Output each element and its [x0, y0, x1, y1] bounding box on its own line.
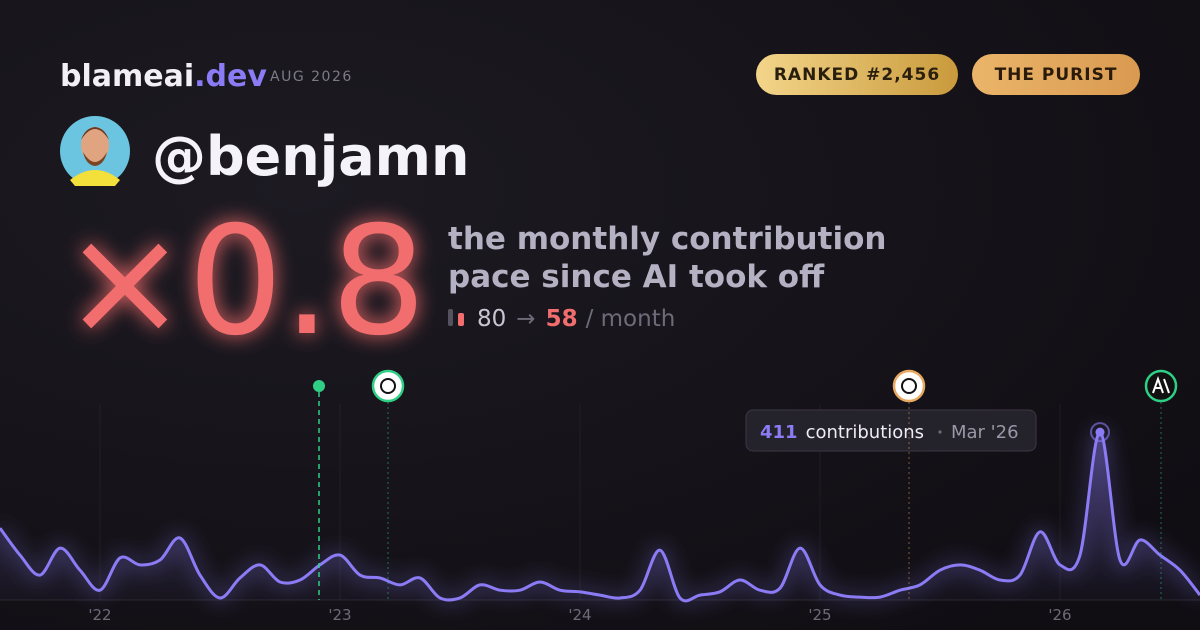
x-tick-label: '24 [568, 606, 591, 624]
style-badge [972, 54, 1140, 95]
brand-name: blameai [60, 59, 194, 94]
multiplier: ×0.8 [62, 195, 426, 369]
style-text: THE PURIST [995, 65, 1118, 85]
period: AUG 2026 [270, 69, 353, 85]
events [313, 369, 1178, 600]
tooltip-date: Mar '26 [951, 422, 1019, 443]
openai-icon [892, 369, 926, 403]
tooltip-value: 411 [760, 422, 798, 443]
brand: blameai.dev [60, 59, 267, 94]
event-dot [313, 380, 325, 392]
rank-text: RANKED #2,456 [774, 65, 940, 85]
after-icon [458, 313, 464, 326]
anthropic-glyph [1152, 376, 1170, 394]
after: 58 [546, 306, 578, 332]
handle: @benjamn [152, 125, 469, 188]
openai-glyph [901, 378, 917, 394]
tooltip-sep [938, 430, 942, 434]
caption: pace since AI took off [448, 259, 825, 295]
peak-ring [1090, 422, 1110, 443]
tooltip: 411 contributions Mar '26 [745, 409, 1037, 452]
x-tick-label: '23 [328, 606, 351, 624]
tooltip-label: contributions [806, 422, 924, 443]
pace: 80 → 58 / month [477, 306, 675, 332]
line [0, 430, 1200, 603]
avatar [60, 116, 130, 186]
brand-suffix: .dev [194, 59, 267, 94]
openai-glyph [380, 378, 396, 394]
tooltip-box [745, 409, 1037, 452]
x-tick-label: '26 [1048, 606, 1071, 624]
x-tick-label: '22 [88, 606, 111, 624]
unit: / month [586, 306, 676, 332]
arrow: → [516, 306, 535, 332]
tooltip-text: 411 contributions [760, 422, 924, 443]
area [0, 432, 1200, 601]
chart: '22 '23 '24 '25 '26 411 contributions Mar '26 [0, 404, 1200, 624]
x-tick-label: '25 [808, 606, 831, 624]
before-icon [448, 309, 453, 326]
openai-icon [371, 369, 405, 403]
caption: the monthly contribution [448, 221, 886, 257]
peak-point [1095, 427, 1105, 437]
before: 80 [477, 306, 506, 332]
rank-badge [756, 54, 958, 95]
